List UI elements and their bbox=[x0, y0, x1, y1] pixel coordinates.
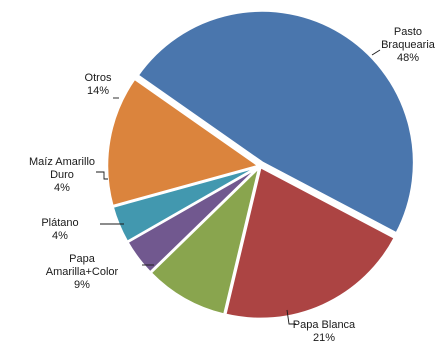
data-label-value: 4% bbox=[54, 182, 70, 194]
data-label-value: 4% bbox=[52, 230, 68, 242]
data-label-value: 14% bbox=[87, 85, 109, 97]
pie-slice-papa-amarilla-color bbox=[149, 165, 261, 316]
data-label-category: Otros bbox=[85, 72, 112, 84]
pie-slice-papa-blanca bbox=[223, 165, 397, 321]
data-label-papa-blanca: Papa Blanca 21% bbox=[293, 319, 356, 343]
data-label-category: Braquearia bbox=[381, 39, 436, 51]
pie-slice-otros bbox=[105, 77, 261, 208]
data-label-category: Papa Blanca bbox=[293, 319, 356, 331]
data-label-category: Plátano bbox=[41, 217, 78, 229]
leader-line-papa-blanca bbox=[286, 309, 296, 325]
leader-line-pasto-braquearia bbox=[371, 49, 381, 56]
data-label-otros: Otros 14% bbox=[85, 72, 112, 97]
data-label-category: Duro bbox=[50, 169, 74, 181]
data-label-category: Amarilla+Color bbox=[46, 266, 119, 278]
leader-lines bbox=[96, 49, 381, 325]
data-label-value: 48% bbox=[397, 52, 419, 64]
data-label-category: Papa bbox=[69, 253, 96, 265]
pie-slice-pasto-braquearia bbox=[136, 9, 416, 235]
data-label-pasto-braquearia: Pasto Braquearia 48% bbox=[381, 26, 436, 64]
pie-slices bbox=[105, 9, 416, 321]
data-labels: Pasto Braquearia 48% Papa Blanca 21% Papa Amar… bbox=[29, 26, 436, 343]
data-label-value: 9% bbox=[74, 279, 90, 291]
data-label-category: Maíz Amarillo bbox=[29, 156, 95, 168]
data-label-platano: Plátano 4% bbox=[41, 217, 78, 242]
data-label-category: Pasto bbox=[394, 26, 422, 38]
data-label-papa-amarilla-color: Papa Amarilla+Color 9% bbox=[46, 253, 119, 291]
data-label-maiz-amarillo-duro: Maíz Amarillo Duro 4% bbox=[29, 156, 95, 194]
leader-line-maiz-amarillo-duro bbox=[96, 171, 108, 180]
data-label-value: 21% bbox=[313, 332, 335, 343]
